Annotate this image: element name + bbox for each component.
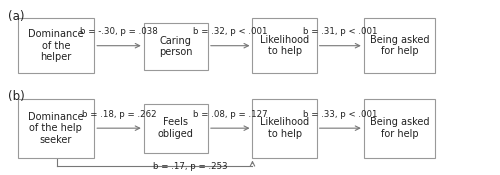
Text: Being asked
for help: Being asked for help bbox=[370, 35, 430, 57]
FancyBboxPatch shape bbox=[252, 99, 317, 158]
Text: (a): (a) bbox=[8, 9, 24, 23]
Text: Dominance
of the help
seeker: Dominance of the help seeker bbox=[28, 112, 84, 145]
Text: (b): (b) bbox=[8, 90, 24, 103]
Text: Likelihood
to help: Likelihood to help bbox=[260, 117, 309, 139]
FancyBboxPatch shape bbox=[364, 18, 436, 74]
FancyBboxPatch shape bbox=[144, 23, 208, 70]
Text: Caring
person: Caring person bbox=[159, 36, 192, 57]
Text: Dominance
of the
helper: Dominance of the helper bbox=[28, 29, 84, 62]
Text: b = .18, p = .262: b = .18, p = .262 bbox=[82, 110, 156, 119]
Text: Likelihood
to help: Likelihood to help bbox=[260, 35, 309, 57]
Text: Being asked
for help: Being asked for help bbox=[370, 117, 430, 139]
Text: b = .08, p = .127: b = .08, p = .127 bbox=[193, 110, 268, 119]
FancyBboxPatch shape bbox=[18, 18, 94, 74]
Text: b = -.30, p = .038: b = -.30, p = .038 bbox=[80, 27, 158, 36]
Text: b = .17, p = .253: b = .17, p = .253 bbox=[154, 162, 228, 171]
Text: Feels
obliged: Feels obliged bbox=[158, 117, 194, 139]
FancyBboxPatch shape bbox=[144, 104, 208, 153]
FancyBboxPatch shape bbox=[364, 99, 436, 158]
Text: b = .33, p < .001: b = .33, p < .001 bbox=[303, 110, 378, 119]
FancyBboxPatch shape bbox=[18, 99, 94, 158]
Text: b = .31, p < .001: b = .31, p < .001 bbox=[303, 27, 378, 36]
FancyBboxPatch shape bbox=[252, 18, 317, 74]
Text: b = .32, p < .001: b = .32, p < .001 bbox=[193, 27, 268, 36]
